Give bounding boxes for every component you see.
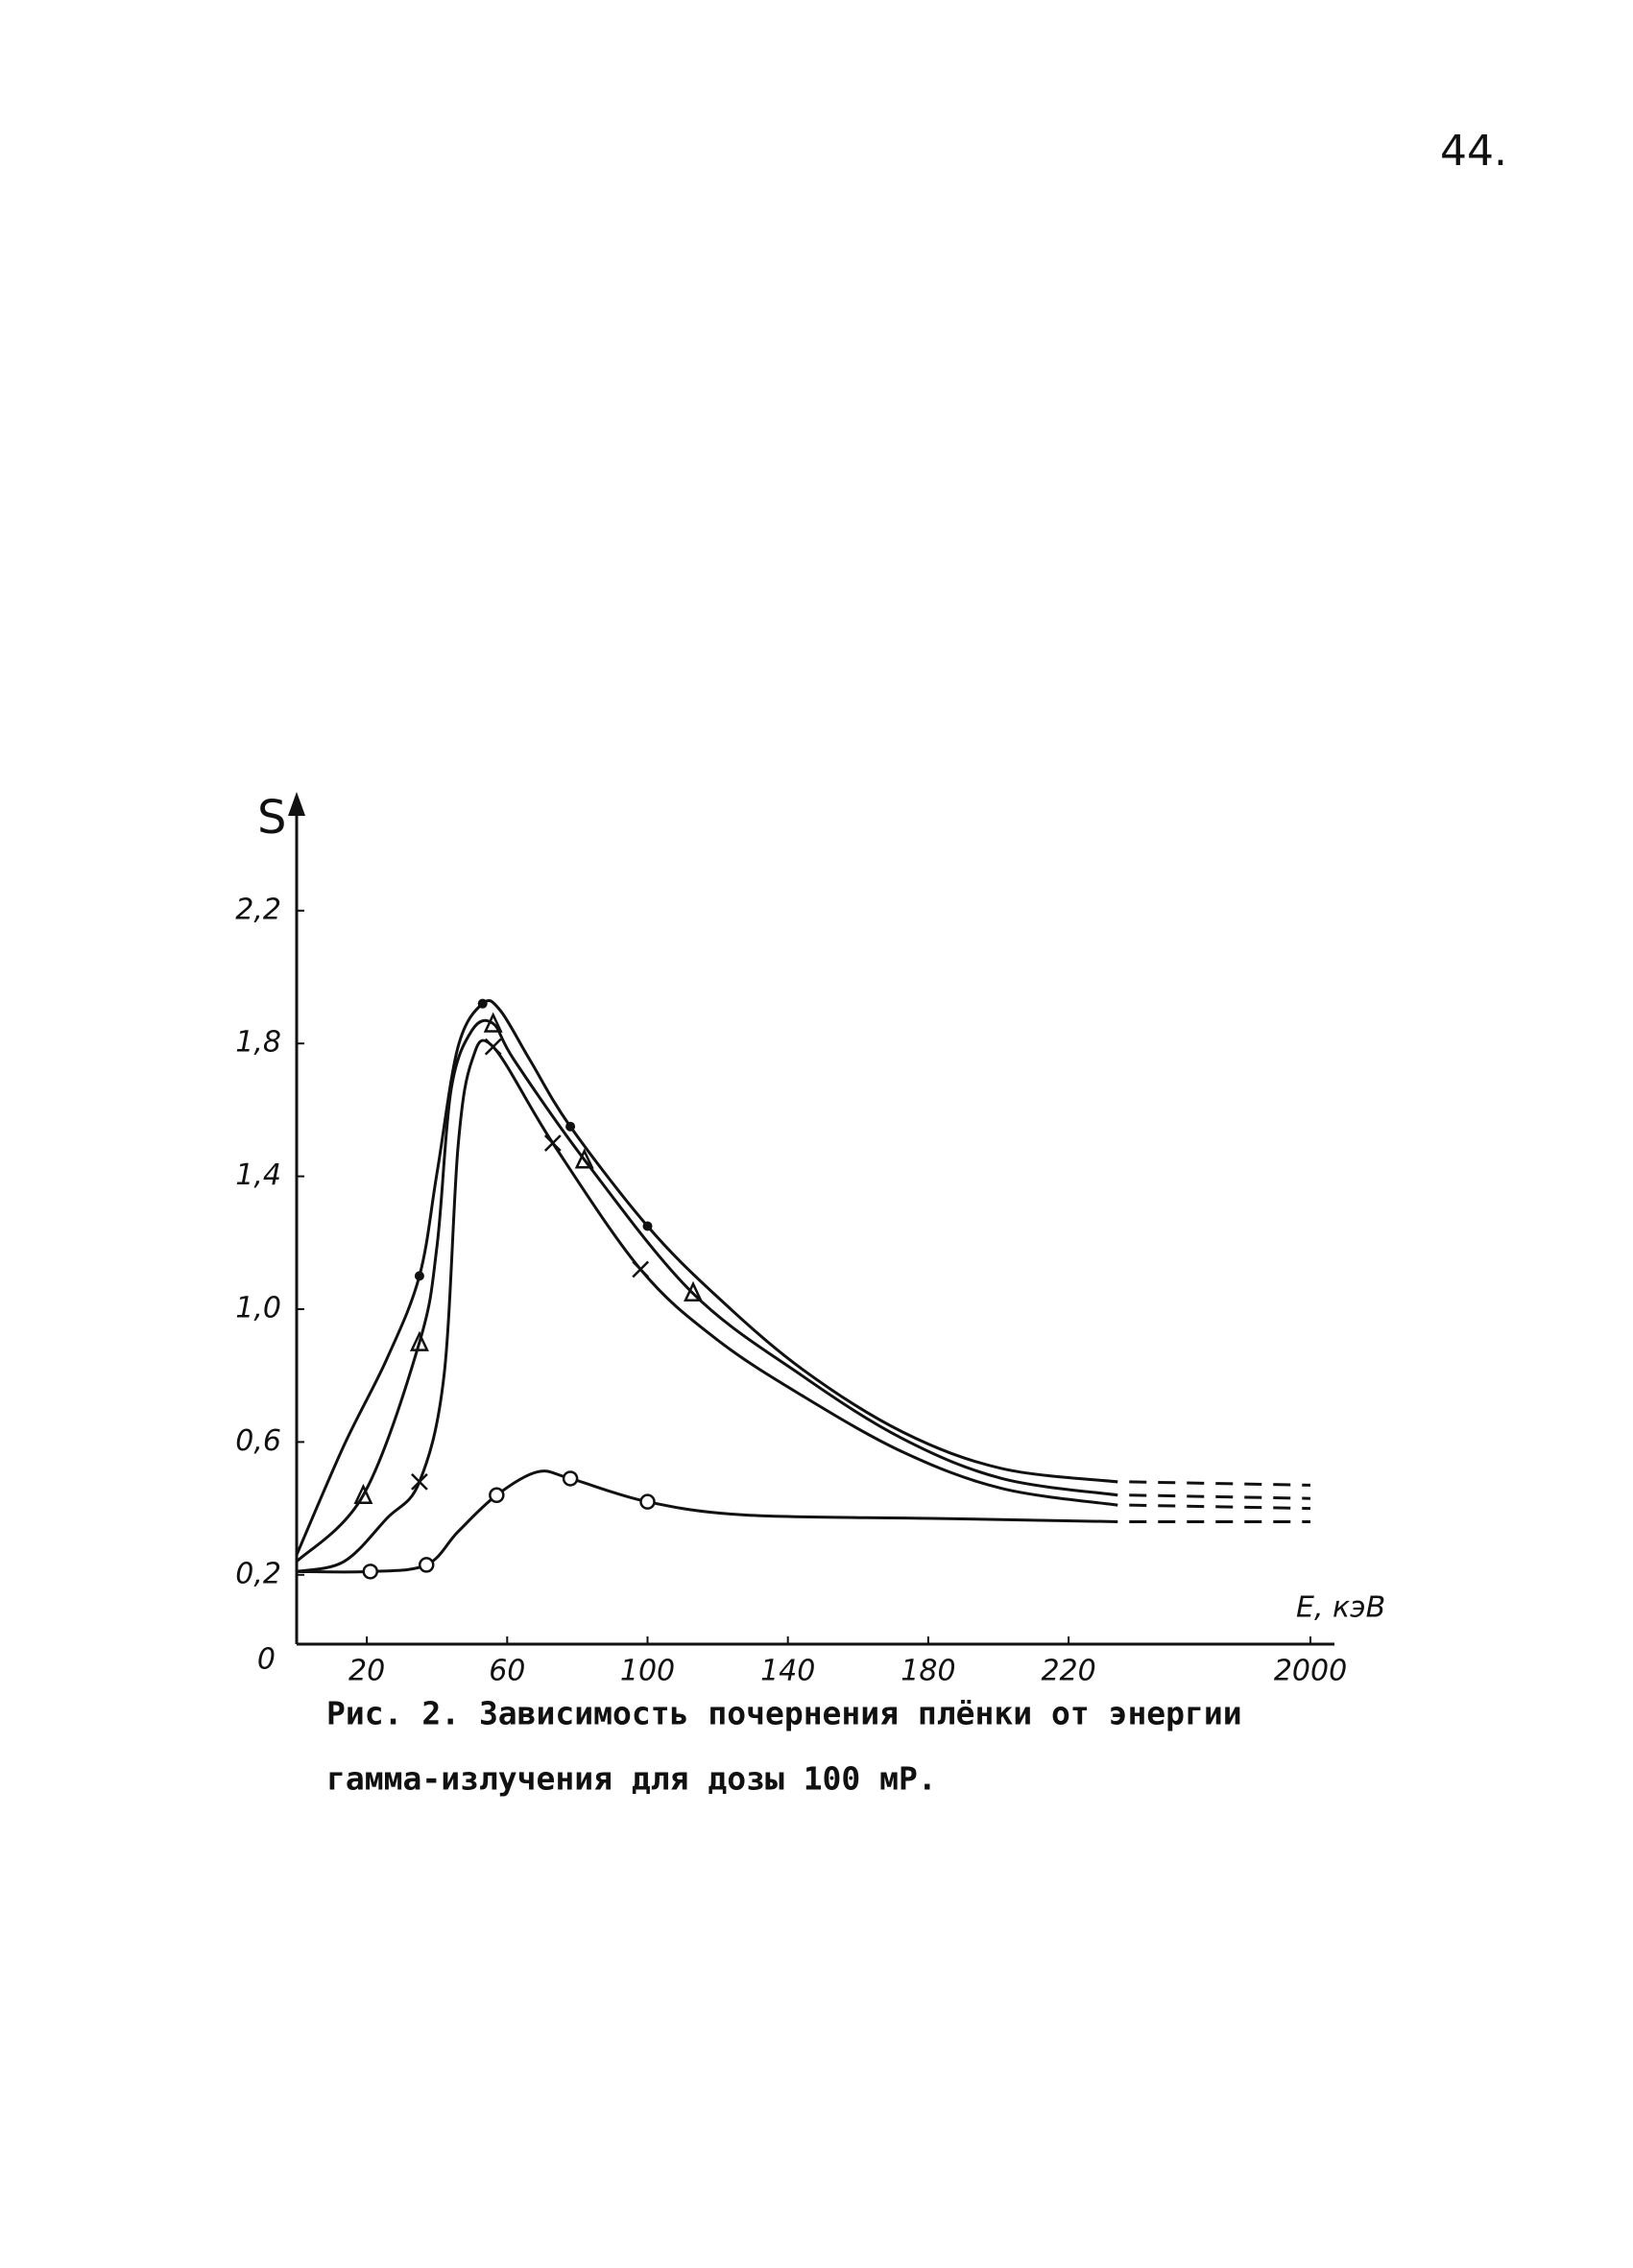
x-tick-label: 140 [760,1655,815,1688]
x-tick-label: 2000 [1274,1655,1347,1688]
marker-dot [642,1221,653,1231]
x-tick-label: 20 [348,1655,385,1688]
y-tick-label: 0 [257,1643,276,1677]
y-tick-label: 1,0 [235,1292,281,1325]
marker-cross [632,1260,650,1278]
y-tick-label: 2,2 [235,893,281,926]
curve [295,1018,1118,1564]
y-tick-label: 0,2 [235,1557,281,1590]
x-tick-label: 220 [1041,1655,1095,1688]
curve [295,999,1118,1556]
x-tick-label: 180 [901,1655,955,1688]
marker-triangle [353,1483,373,1505]
y-axis-arrow [288,792,305,816]
page-number: 44. [1440,127,1507,176]
y-tick-label: 1,4 [235,1158,281,1192]
curve-dashed [1129,1503,1311,1511]
curve-dashed [1129,1480,1311,1487]
marker-triangle [409,1330,429,1351]
marker-circle [418,1557,435,1573]
marker-dot [565,1121,576,1132]
marker-triangle [684,1280,703,1301]
marker-circle [639,1493,656,1510]
marker-triangle [574,1148,594,1169]
x-axis-label: E, кэВ [1296,1591,1385,1625]
x-tick-label: 100 [620,1655,675,1688]
marker-circle [489,1487,505,1504]
marker-cross [411,1473,428,1491]
caption-line: Рис. 2. Зависимость почернения плёнки от… [326,1695,1242,1732]
y-tick-label: 0,6 [235,1424,281,1458]
marker-dot [477,998,488,1009]
y-axis-label: S [257,791,286,845]
marker-dot [414,1271,424,1281]
x-tick-label: 60 [489,1655,525,1688]
marker-cross [484,1038,502,1056]
marker-cross [543,1134,562,1152]
curve-dashed [1129,1493,1311,1500]
y-tick-label: 1,8 [235,1026,281,1060]
caption-line: гамма-излучения для дозы 100 мР. [326,1760,937,1798]
marker-circle [362,1564,379,1580]
marker-circle [562,1470,579,1487]
marker-triangle [483,1012,503,1033]
